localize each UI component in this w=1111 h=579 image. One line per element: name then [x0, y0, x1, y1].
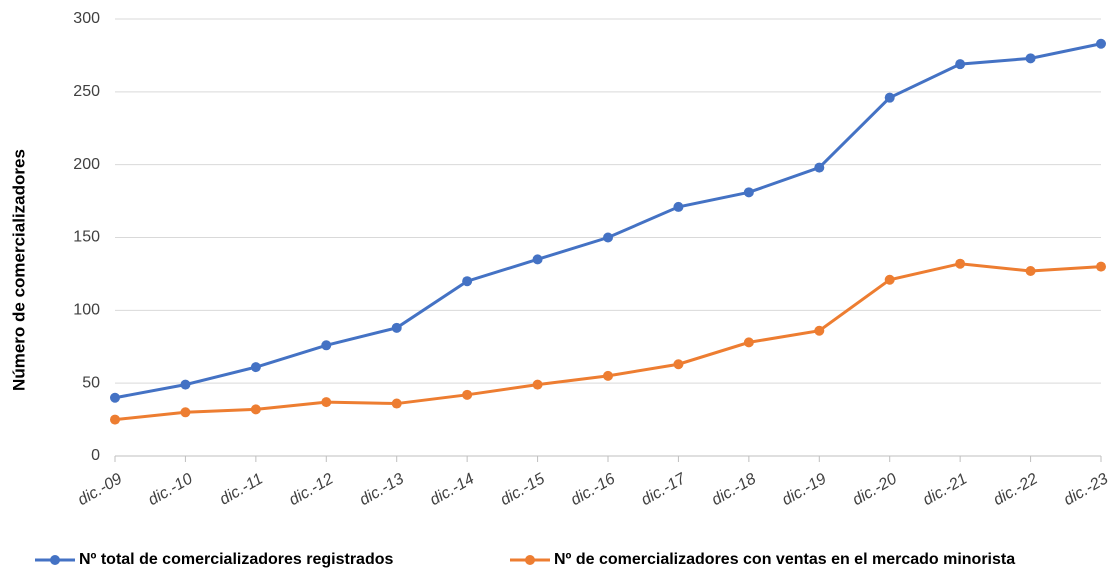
x-tick-label: dic.-09 — [75, 470, 125, 509]
x-tick-label: dic.-12 — [286, 470, 336, 509]
point — [743, 337, 754, 348]
x-tick-label: dic.-22 — [991, 470, 1041, 509]
x-tick-label: dic.-21 — [920, 470, 970, 509]
point — [250, 362, 261, 373]
x-tick-label: dic.-15 — [498, 470, 548, 509]
point — [462, 276, 473, 287]
x-tick-label: dic.-23 — [1061, 470, 1111, 509]
point — [955, 258, 966, 269]
x-tick-label: dic.-16 — [568, 470, 618, 509]
point — [743, 187, 754, 198]
point — [532, 254, 543, 265]
point — [884, 274, 895, 285]
y-tick-label: 200 — [73, 156, 100, 173]
point — [250, 404, 261, 415]
y-tick-label: 300 — [73, 10, 100, 27]
point — [532, 379, 543, 390]
point — [321, 340, 332, 351]
point — [603, 370, 613, 381]
point — [321, 397, 332, 408]
y-tick-label: 150 — [73, 229, 100, 246]
y-tick-label: 50 — [82, 374, 100, 391]
x-tick-label: dic.-11 — [217, 470, 266, 508]
x-tick-label: dic.-18 — [709, 470, 759, 509]
point — [110, 392, 120, 403]
point — [884, 92, 895, 103]
point — [955, 59, 966, 70]
x-tick-label: dic.-14 — [427, 470, 477, 509]
point — [180, 407, 191, 418]
point — [391, 398, 402, 409]
point — [462, 389, 473, 400]
y-tick-label: 0 — [91, 447, 100, 464]
point — [180, 379, 191, 390]
x-tick-label: dic.-20 — [850, 470, 900, 509]
y-axis-label: Número de comercializadores — [9, 149, 28, 391]
point — [1025, 266, 1036, 277]
legend-marker — [50, 555, 60, 565]
point — [673, 359, 684, 370]
legend-label: Nº de comercializadores con ventas en el… — [554, 551, 1015, 568]
series-line — [114, 262, 1102, 422]
point — [814, 325, 825, 336]
point — [1025, 53, 1036, 64]
point — [1096, 261, 1106, 272]
legend-marker — [525, 555, 535, 565]
point — [110, 414, 120, 425]
point — [814, 162, 825, 173]
point — [673, 201, 684, 212]
x-tick-label: dic.-13 — [357, 470, 407, 509]
y-tick-label: 100 — [73, 302, 100, 319]
series-line — [114, 42, 1102, 400]
point — [1096, 38, 1106, 49]
point — [603, 232, 613, 243]
y-tick-label: 250 — [73, 83, 100, 100]
x-tick-label: dic.-10 — [145, 470, 195, 509]
x-tick-label: dic.-17 — [638, 470, 689, 509]
point — [391, 322, 402, 333]
x-tick-label: dic.-19 — [779, 470, 829, 509]
legend-label: Nº total de comercializadores registrado… — [79, 551, 393, 568]
